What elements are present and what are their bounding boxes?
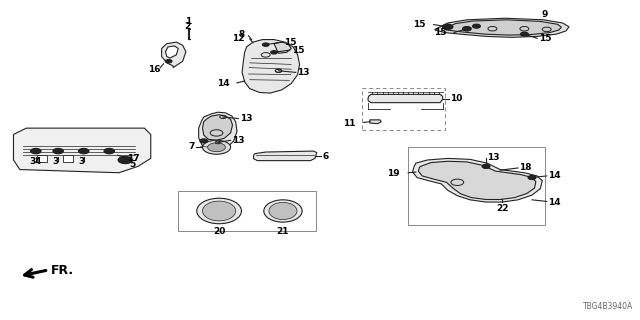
Polygon shape [202, 115, 232, 140]
Text: 10: 10 [451, 94, 463, 103]
Polygon shape [413, 158, 542, 202]
Polygon shape [37, 155, 47, 162]
Text: 8: 8 [239, 30, 245, 39]
Text: 14: 14 [548, 172, 561, 180]
Polygon shape [368, 94, 443, 103]
Text: 14: 14 [217, 79, 229, 88]
Text: 7: 7 [188, 142, 195, 151]
Circle shape [79, 148, 89, 154]
Ellipse shape [196, 198, 241, 224]
Text: 14: 14 [548, 197, 561, 206]
Circle shape [520, 32, 528, 36]
Text: 5: 5 [130, 160, 136, 169]
Polygon shape [13, 128, 151, 173]
Circle shape [207, 143, 225, 152]
Circle shape [202, 140, 230, 154]
Text: 13: 13 [487, 153, 500, 162]
Text: 19: 19 [387, 169, 400, 178]
Text: 3: 3 [52, 157, 59, 166]
Circle shape [482, 164, 490, 168]
Text: 18: 18 [519, 163, 532, 172]
Circle shape [529, 176, 535, 179]
Text: 3: 3 [78, 157, 84, 166]
Circle shape [271, 51, 277, 54]
Polygon shape [166, 46, 178, 58]
Polygon shape [242, 40, 300, 93]
Text: 15: 15 [434, 28, 447, 37]
Circle shape [118, 156, 132, 164]
Text: 17: 17 [127, 154, 140, 163]
Ellipse shape [202, 201, 236, 221]
Circle shape [472, 24, 480, 28]
Circle shape [444, 25, 452, 29]
Text: 15: 15 [284, 38, 297, 47]
Text: 2: 2 [185, 22, 191, 31]
Text: TBG4B3940A: TBG4B3940A [582, 302, 633, 311]
Text: 6: 6 [323, 152, 329, 161]
Polygon shape [419, 161, 536, 199]
Text: 4: 4 [35, 157, 41, 166]
Circle shape [200, 139, 207, 143]
Text: 1: 1 [185, 17, 191, 26]
Circle shape [463, 27, 470, 31]
Polygon shape [274, 42, 291, 53]
Polygon shape [63, 155, 73, 162]
Circle shape [262, 43, 269, 46]
Polygon shape [370, 120, 381, 124]
Ellipse shape [269, 202, 297, 220]
Text: 13: 13 [232, 136, 244, 145]
Text: 20: 20 [213, 227, 225, 236]
Text: 13: 13 [239, 114, 252, 123]
Text: 21: 21 [276, 227, 289, 236]
Ellipse shape [264, 200, 302, 222]
Circle shape [483, 165, 489, 168]
Polygon shape [253, 151, 317, 161]
Circle shape [31, 148, 41, 154]
Text: 11: 11 [342, 118, 355, 128]
Text: 22: 22 [496, 204, 508, 213]
Text: 16: 16 [148, 65, 160, 74]
Text: 15: 15 [292, 45, 305, 55]
Circle shape [104, 148, 115, 154]
Polygon shape [435, 18, 569, 37]
Text: 13: 13 [297, 68, 310, 77]
Polygon shape [445, 20, 561, 35]
Polygon shape [198, 112, 237, 150]
Text: FR.: FR. [51, 264, 74, 277]
Text: 15: 15 [413, 20, 426, 29]
Circle shape [166, 60, 172, 63]
Polygon shape [162, 42, 186, 68]
Text: 3: 3 [29, 157, 36, 166]
Text: 12: 12 [232, 34, 244, 43]
Circle shape [528, 176, 536, 180]
Circle shape [443, 24, 453, 29]
Text: 15: 15 [539, 35, 552, 44]
Text: 9: 9 [541, 10, 548, 19]
Circle shape [53, 148, 63, 154]
